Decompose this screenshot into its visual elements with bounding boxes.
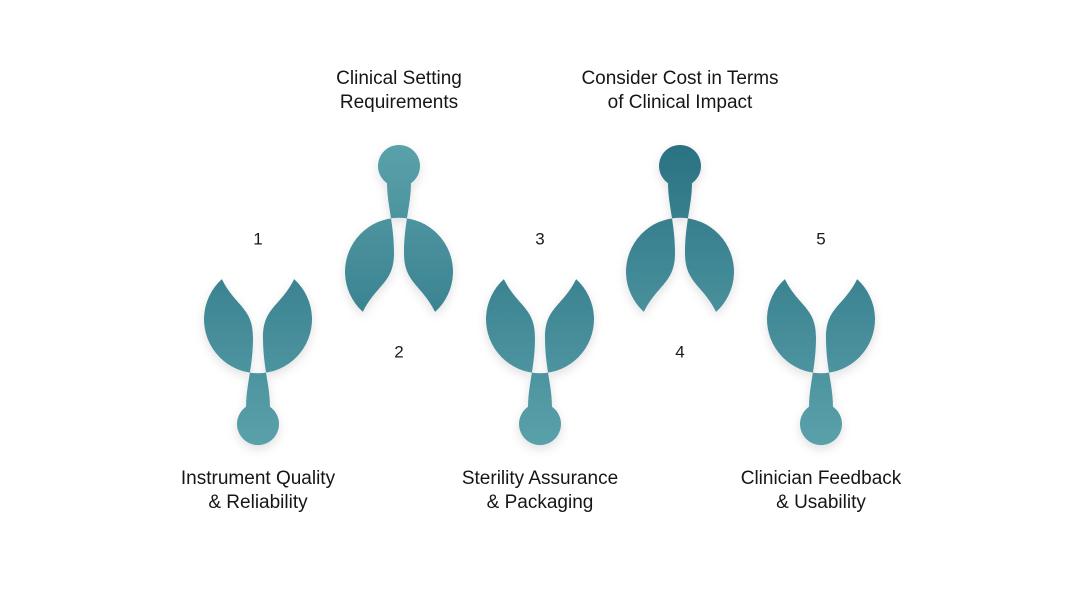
step-2-label-line-1: Clinical Setting (336, 68, 462, 89)
step-5-label-line-2: & Usability (776, 492, 866, 513)
step-2-label: Clinical Setting Requirements (279, 67, 519, 115)
step-5-label: Clinician Feedback & Usability (701, 467, 941, 515)
step-3-label: Sterility Assurance & Packaging (420, 467, 660, 515)
step-4-number-circle (646, 318, 714, 386)
step-5-number-circle (787, 205, 855, 273)
step-2-number: 2 (394, 343, 403, 362)
step-3-label-line-2: & Packaging (486, 492, 594, 513)
step-1-number-circle (224, 205, 292, 273)
step-1-label: Instrument Quality & Reliability (138, 467, 378, 515)
step-1-pin-shape (203, 279, 312, 446)
step-4-number: 4 (675, 343, 684, 362)
step-5-pin-shape (767, 279, 875, 446)
step-3-pin-shape (485, 279, 594, 446)
step-4-label-line-1: Consider Cost in Terms (581, 68, 779, 89)
step-4-label-line-2: of Clinical Impact (607, 92, 753, 113)
step-2: 2 (345, 144, 454, 386)
step-5-number: 5 (816, 230, 825, 249)
step-1: 1 (203, 205, 312, 446)
step-2-label-line-2: Requirements (339, 92, 459, 113)
step-1-label-line-1: Instrument Quality (180, 468, 336, 489)
step-3: 3 (485, 205, 594, 446)
step-1-number: 1 (253, 230, 262, 249)
step-4: 4 (626, 144, 734, 386)
step-1-label-line-2: & Reliability (208, 492, 308, 513)
step-3-label-line-1: Sterility Assurance (461, 468, 619, 489)
step-4-pin-shape (626, 144, 734, 312)
step-2-number-circle (365, 318, 433, 386)
step-3-number-circle (506, 205, 574, 273)
step-5-label-line-1: Clinician Feedback (740, 468, 902, 489)
step-4-label: Consider Cost in Terms of Clinical Impac… (560, 67, 800, 115)
step-3-number: 3 (535, 230, 544, 249)
step-5: 5 (767, 205, 875, 446)
step-2-pin-shape (345, 144, 454, 312)
